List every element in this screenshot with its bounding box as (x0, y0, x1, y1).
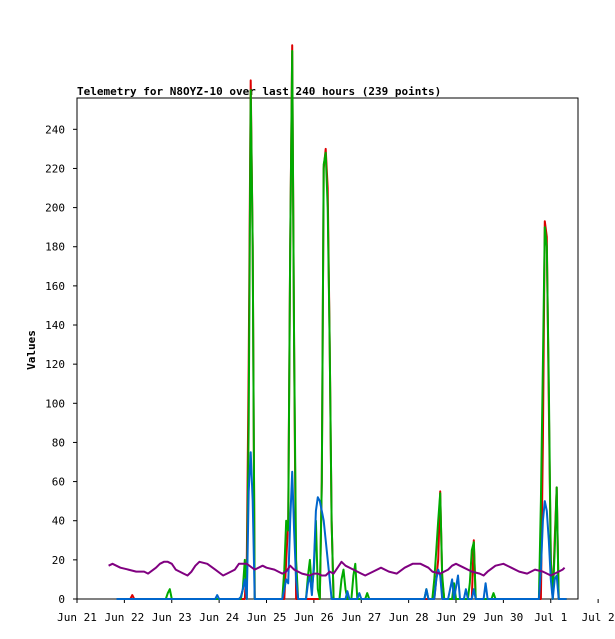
x-tick-label: Jun 28 (389, 611, 429, 624)
y-axis: 0 20 40 60 80 100 120 140 160 180 200 220 240 (45, 123, 77, 606)
y-axis-label: Values (25, 330, 38, 370)
x-tick-label: Jul 2 (582, 611, 615, 624)
y-tick-label: 60 (52, 476, 65, 489)
x-tick-label: Jul 1 (534, 611, 567, 624)
chart-title: Telemetry for N8OYZ-10 over last 240 hou… (77, 85, 441, 98)
series-layer (108, 44, 567, 600)
x-tick-label: Jun 23 (152, 611, 192, 624)
x-axis: Jun 21 Jun 22 Jun 23 Jun 24 Jun 25 Jun 26 Jun … (57, 599, 615, 624)
series-line-4 (108, 560, 566, 577)
x-tick-label: Jun 25 (247, 611, 287, 624)
x-tick-label: Jun 24 (199, 611, 239, 624)
y-tick-label: 240 (45, 123, 65, 136)
x-tick-label: Jun 27 (341, 611, 381, 624)
series-line-3 (116, 451, 567, 600)
plot-frame (76, 97, 579, 600)
y-tick-label: 220 (45, 162, 65, 175)
y-tick-label: 140 (45, 319, 65, 332)
y-tick-label: 180 (45, 241, 65, 254)
y-tick-label: 0 (58, 593, 65, 606)
x-tick-label: Jun 30 (484, 611, 524, 624)
series-line-1 (116, 44, 567, 600)
x-tick-label: Jun 22 (105, 611, 145, 624)
series-line-2 (116, 50, 567, 600)
y-tick-label: 80 (52, 436, 65, 449)
x-tick-label: Jun 26 (294, 611, 334, 624)
y-tick-label: 20 (52, 554, 65, 567)
y-tick-label: 100 (45, 397, 65, 410)
x-tick-label: Jun 21 (57, 611, 97, 624)
y-tick-label: 120 (45, 358, 65, 371)
y-tick-label: 200 (45, 202, 65, 215)
y-tick-label: 160 (45, 280, 65, 293)
y-tick-label: 40 (52, 515, 65, 528)
x-tick-label: Jun 29 (436, 611, 476, 624)
